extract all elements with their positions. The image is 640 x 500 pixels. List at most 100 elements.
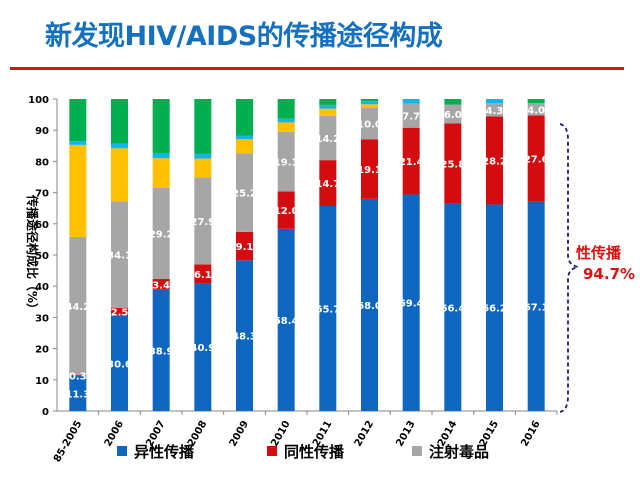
- data-label: 19.1: [274, 158, 299, 169]
- bar-segment: [236, 231, 253, 261]
- bar-segment: [527, 103, 545, 116]
- x-tick-label: 2016: [519, 419, 542, 449]
- legend-label: 注射毒品: [429, 443, 489, 461]
- data-label: 4.0: [527, 105, 545, 116]
- bar-segment: [236, 139, 253, 154]
- bar-segment: [319, 99, 337, 105]
- data-label: 19.1: [357, 165, 382, 176]
- bar-segment: [69, 141, 87, 145]
- bar-segment: [319, 108, 337, 116]
- x-tick-label: 85-2005: [52, 419, 84, 464]
- bar-segment: [361, 198, 378, 411]
- data-label: 58.4: [274, 316, 299, 327]
- bar-segment: [486, 99, 503, 104]
- data-label: 65.7: [315, 305, 340, 316]
- data-label: 67.1: [524, 302, 549, 313]
- bar-segment: [319, 160, 337, 207]
- data-label: 6.1: [194, 270, 212, 281]
- data-label: 69.4: [399, 299, 424, 310]
- data-label: 40.9: [190, 343, 215, 354]
- bar-segment: [402, 127, 420, 195]
- bar-segment: [361, 101, 378, 105]
- data-label: 9.1: [236, 242, 254, 253]
- bar-segment: [402, 194, 420, 411]
- data-label: 28.2: [482, 156, 507, 167]
- data-label: 66.2: [482, 304, 507, 315]
- data-label: 27.6: [524, 155, 549, 166]
- bar-segment: [236, 99, 253, 136]
- data-label: 25.8: [440, 160, 465, 171]
- data-label: 6.0: [444, 110, 462, 121]
- bar-segment: [152, 279, 170, 290]
- bar-segment: [194, 153, 212, 159]
- data-label: 3.4: [152, 280, 170, 291]
- bar-segment: [69, 374, 87, 376]
- data-label: 14.2: [315, 134, 340, 145]
- bar-segment: [361, 108, 378, 140]
- bar-segment: [319, 206, 337, 411]
- legend-label: 同性传播: [284, 443, 345, 461]
- bar-segment: [486, 103, 503, 117]
- bar-segment: [111, 143, 128, 149]
- data-label: 44.2: [65, 302, 90, 313]
- bar-segment: [444, 203, 462, 411]
- bar-segment: [236, 153, 253, 232]
- bar-segment: [152, 187, 170, 280]
- bar-segment: [277, 99, 295, 119]
- bar-segment: [277, 122, 295, 132]
- y-tick-label: 10: [35, 376, 49, 387]
- bar-segment: [152, 153, 170, 159]
- data-label: 25.2: [232, 189, 257, 200]
- annotation-label: 性传播: [576, 244, 622, 262]
- y-tick-label: 80: [35, 157, 49, 168]
- bar-segment: [361, 139, 378, 199]
- data-label: 11.3: [65, 389, 90, 400]
- title-underline: [10, 67, 624, 70]
- y-tick-label: 70: [35, 189, 49, 200]
- y-tick-label: 90: [35, 126, 49, 137]
- annotation-bracket: [559, 123, 579, 413]
- y-tick-label: 100: [28, 95, 49, 106]
- legend-label: 异性传播: [134, 443, 195, 461]
- bar-segment: [277, 131, 295, 192]
- bar-segment: [527, 201, 545, 411]
- annotation-value: 94.7%: [583, 265, 635, 283]
- bar-segment: [152, 99, 170, 154]
- bar-segment: [69, 144, 87, 237]
- data-label: 12.0: [274, 206, 299, 217]
- y-tick-label: 40: [35, 282, 49, 293]
- bar-segment: [486, 204, 503, 411]
- data-label: 29.2: [149, 229, 174, 240]
- bar-segment: [444, 104, 462, 124]
- legend-swatch: [412, 446, 422, 456]
- bar-segment: [69, 236, 87, 375]
- bar-segment: [194, 158, 212, 178]
- bar-segment: [361, 104, 378, 109]
- y-tick-label: 50: [35, 251, 49, 262]
- bar-segment: [277, 118, 295, 123]
- bar-segment: [236, 260, 253, 411]
- bar-segment: [361, 99, 378, 102]
- bar-segment: [236, 135, 253, 140]
- bar-segment: [444, 123, 462, 204]
- x-tick-label: 2013: [394, 419, 417, 449]
- x-tick-label: 2006: [103, 419, 126, 449]
- bar-segment: [111, 315, 128, 411]
- data-label: 48.3: [232, 332, 257, 343]
- data-label: 66.4: [440, 303, 465, 314]
- data-label: 38.9: [149, 346, 174, 357]
- data-label: 0.3: [69, 371, 87, 382]
- data-label: 34.1: [107, 251, 132, 262]
- data-label: 2.5: [111, 308, 129, 319]
- data-label: 27.9: [190, 217, 215, 228]
- bar-segment: [194, 283, 212, 411]
- x-tick-label: 2012: [353, 419, 376, 449]
- bar-segment: [277, 191, 295, 229]
- bar-segment: [444, 99, 462, 105]
- bar-segment: [319, 104, 337, 109]
- bar-segment: [277, 228, 295, 411]
- bar-segment: [152, 289, 170, 411]
- bar-segment: [69, 99, 87, 142]
- chart-title: 新发现HIV/AIDS的传播途径构成: [45, 21, 443, 52]
- bar-segment: [319, 115, 337, 161]
